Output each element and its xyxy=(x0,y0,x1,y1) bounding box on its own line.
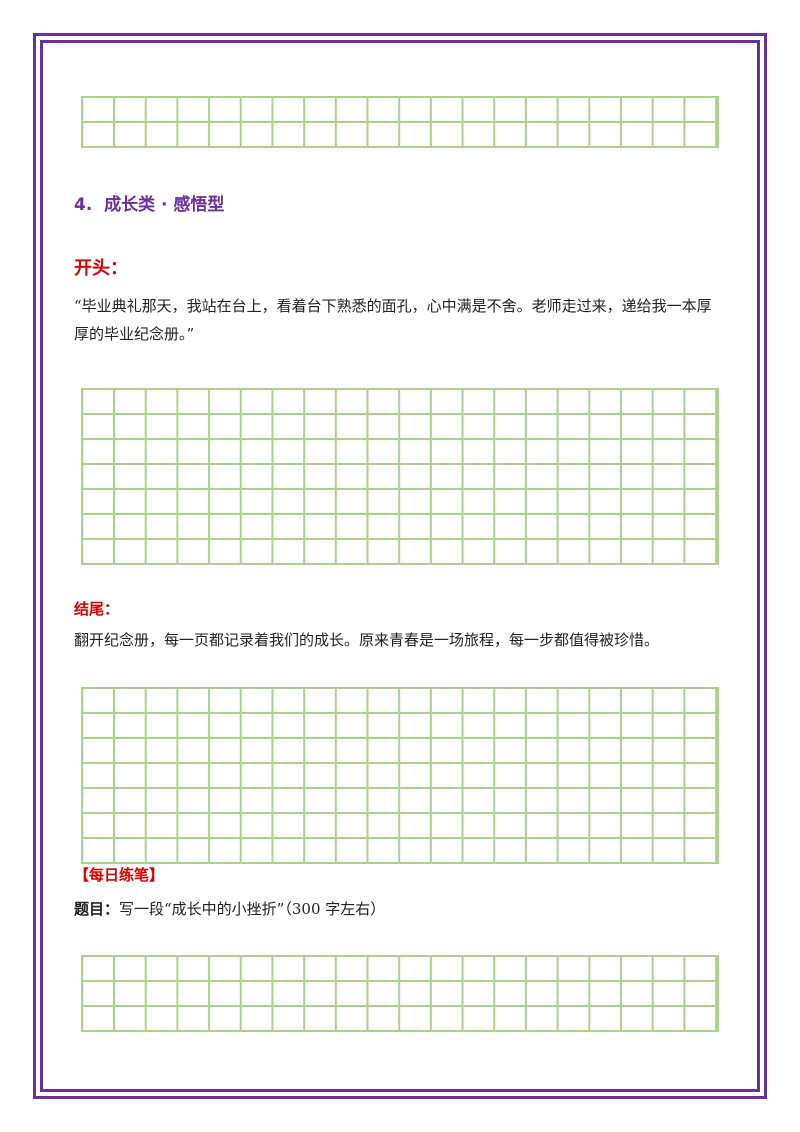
daily-practice-label: 【每日练笔】 xyxy=(74,866,165,884)
section-title: 成长类 · 感悟型 xyxy=(104,195,225,215)
prompt-label: 题目： xyxy=(74,900,120,918)
opening-text: “毕业典礼那天，我站在台上，看着台下熟悉的面孔，心中满是不舍。老师走过来，递给我… xyxy=(74,297,712,343)
ending-label: 结尾： xyxy=(74,600,120,618)
section-heading: 4. 成长类 · 感悟型 xyxy=(74,190,224,215)
writing-grid-ending[interactable] xyxy=(81,687,719,864)
page-border-inner xyxy=(40,40,760,1092)
writing-grid-practice[interactable] xyxy=(81,955,719,1032)
ending-text: 翻开纪念册，每一页都记录着我们的成长。原来青春是一场旅程，每一步都值得被珍惜。 xyxy=(74,631,660,649)
section-number: 4. xyxy=(74,195,93,215)
prompt-text: 写一段“成长中的小挫折”（300 字左右） xyxy=(119,900,386,918)
page-border-outer xyxy=(33,33,767,1099)
practice-prompt: 题目：写一段“成长中的小挫折”（300 字左右） xyxy=(74,898,385,919)
opening-label: 开头： xyxy=(74,258,128,279)
writing-grid-opening[interactable] xyxy=(81,388,719,565)
writing-grid-top[interactable] xyxy=(81,96,719,148)
